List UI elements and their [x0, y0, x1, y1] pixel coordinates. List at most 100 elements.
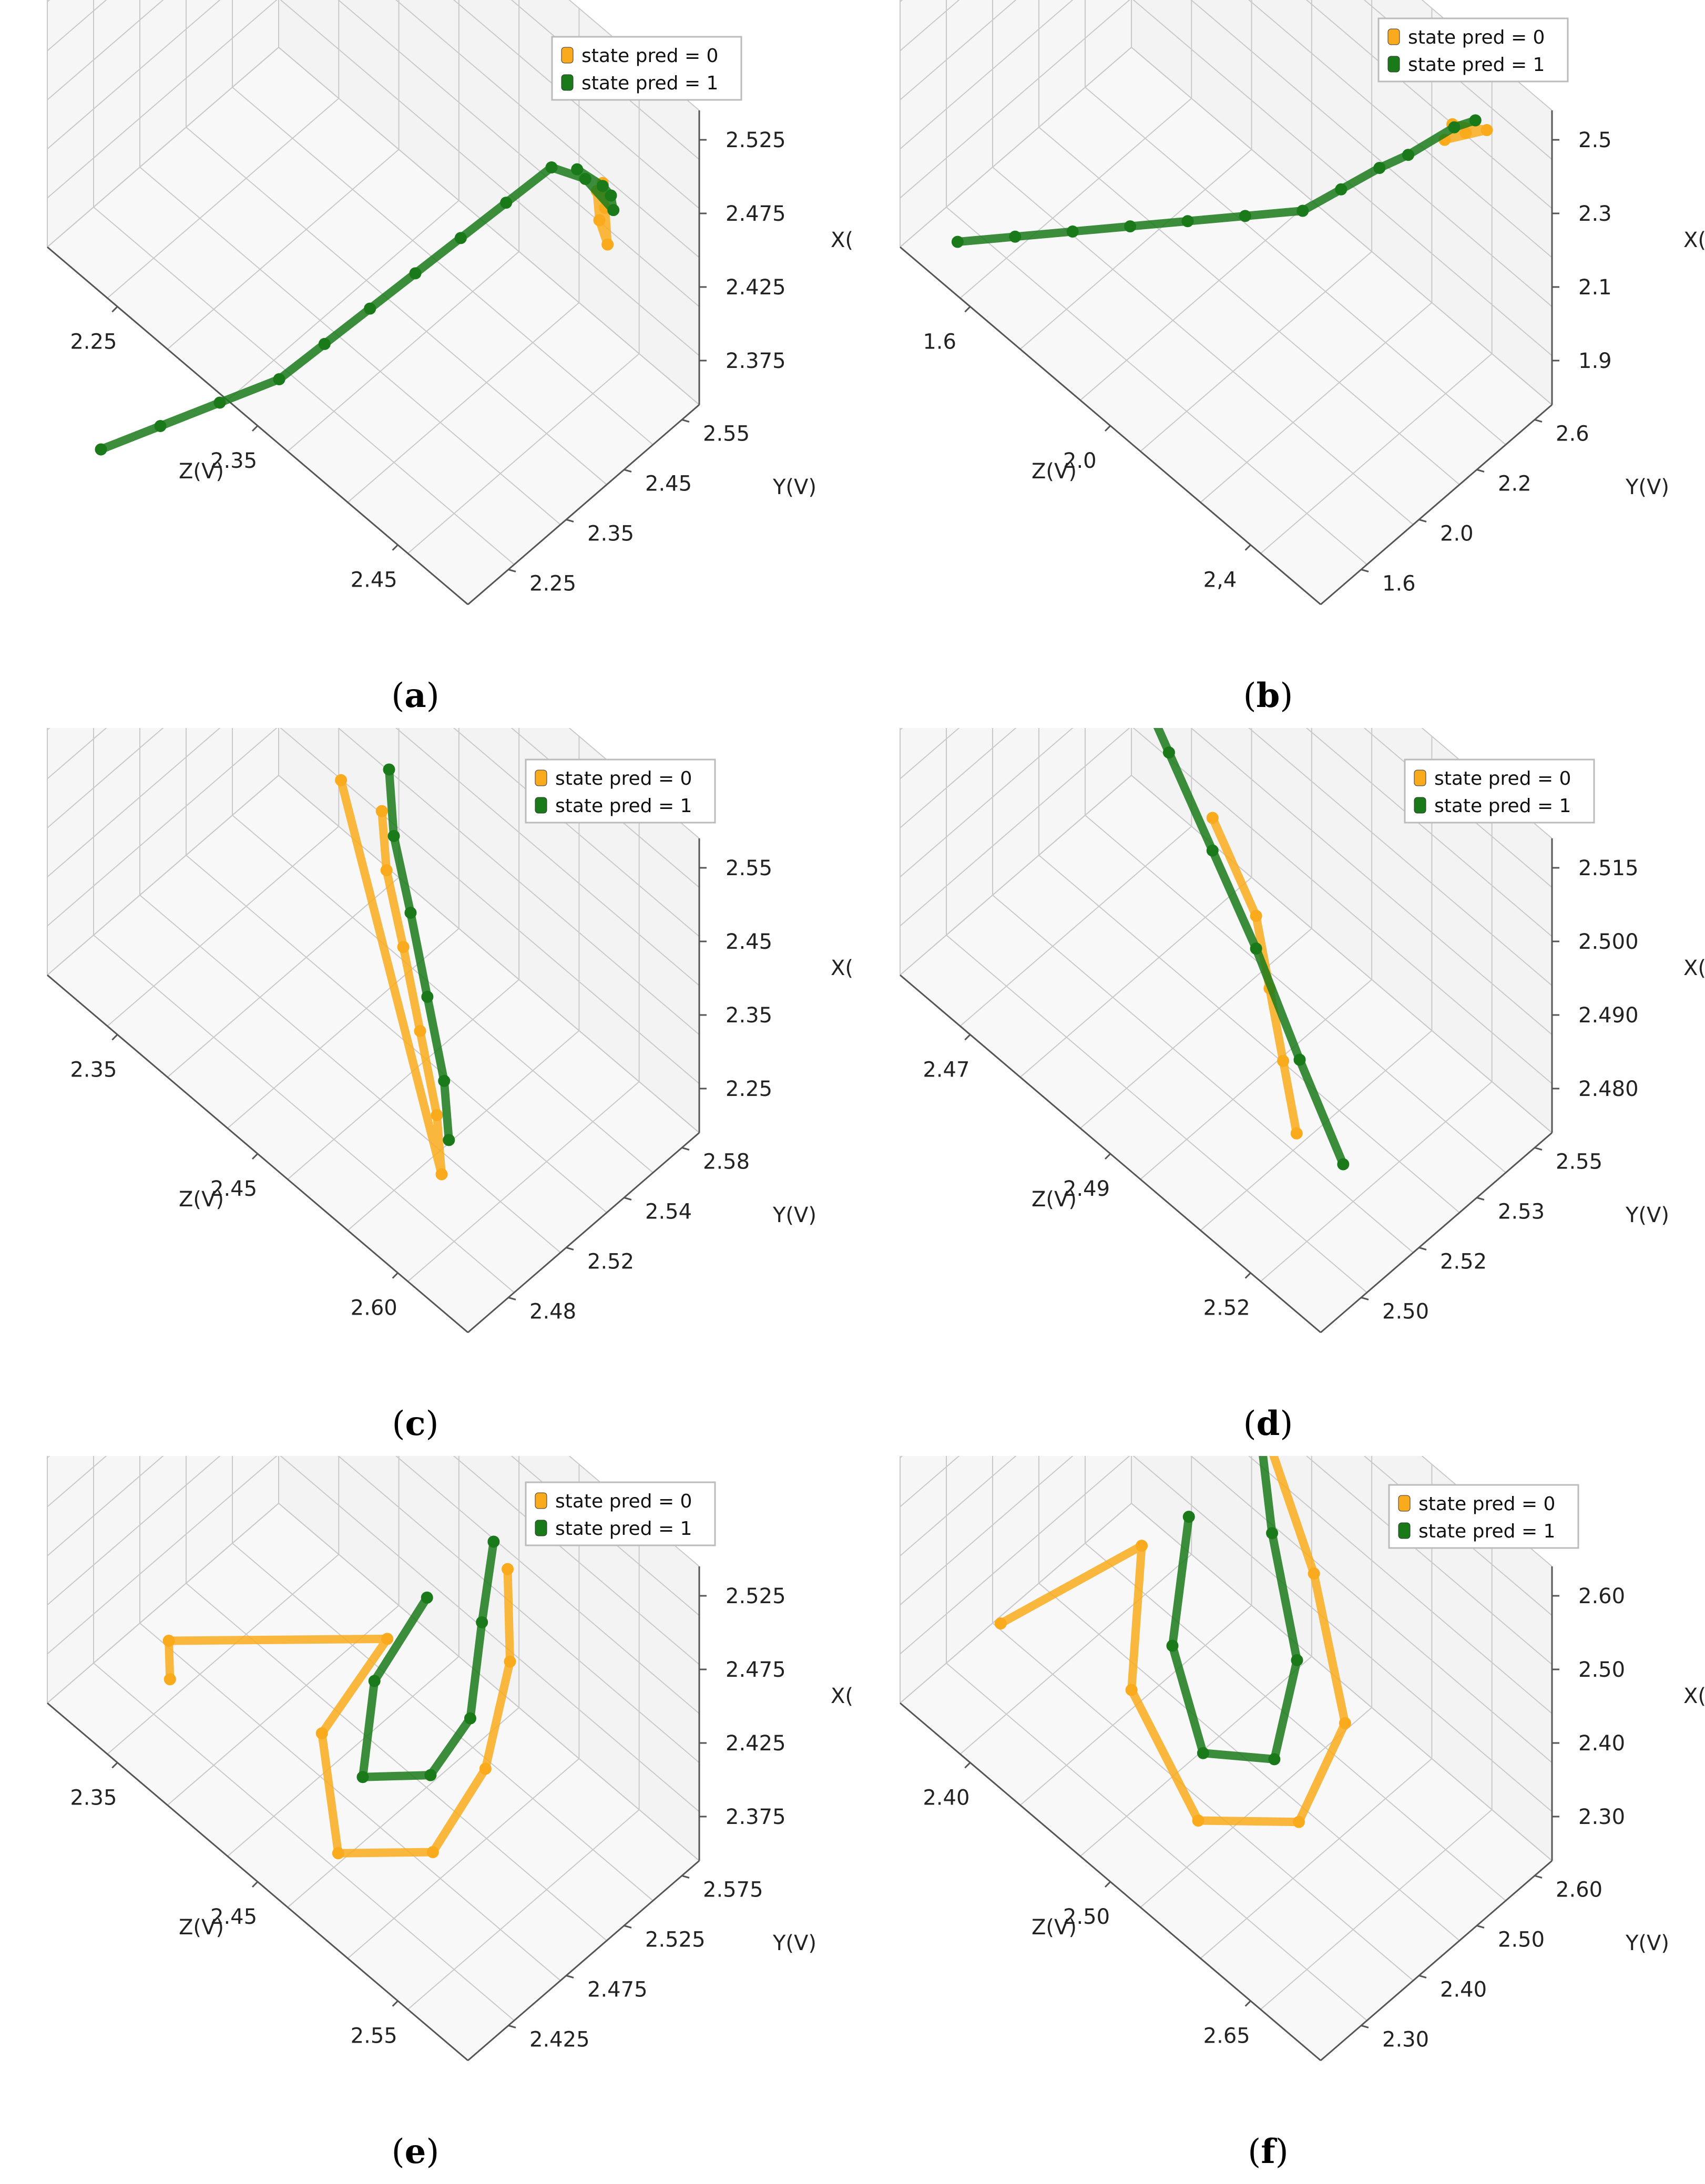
- y-tick-mark: [624, 1925, 632, 1929]
- legend-label: state pred = 1: [1434, 795, 1571, 817]
- y-tick-label: 2.0: [1440, 522, 1474, 546]
- caption-paren-open: (: [1243, 676, 1257, 715]
- grid-line: [1085, 815, 1506, 1173]
- x-tick-label: 2.30: [1578, 1805, 1625, 1829]
- x-axis-label: X(V): [1683, 956, 1704, 980]
- trajectory-line: [996, 1456, 1350, 1827]
- tick-labels: 1.6 2.0 2,4 2.6 2.2 2.0 1.6 2.5 2.3 2.1 1.9: [923, 128, 1611, 596]
- grid-line: [47, 0, 278, 199]
- grid-line: [946, 207, 1367, 565]
- grid-line: [1038, 855, 1460, 1213]
- data-point: [380, 864, 393, 877]
- grid-line: [47, 47, 279, 248]
- grid-line: [278, 1503, 700, 1861]
- data-point: [409, 267, 422, 280]
- z-tick-mark: [1104, 1881, 1111, 1888]
- data-point: [1296, 204, 1309, 217]
- caption-paren-open: (: [1243, 1404, 1257, 1443]
- legend-marker-state-0: [535, 1492, 547, 1509]
- grid-line: [959, 1554, 1192, 1755]
- y-axis-label: Y(V): [1625, 475, 1669, 499]
- panel-e: 2.35 2.45 2.55 2.575 2.525 2.475 2.425 2.525 2.4…: [0, 1456, 852, 2184]
- grid-line: [900, 0, 1130, 199]
- grid-line: [47, 728, 164, 828]
- data-point: [1292, 1816, 1305, 1828]
- grid-line: [139, 1623, 561, 1981]
- data-point: [951, 235, 964, 248]
- x-tick-label: 2.1: [1578, 275, 1612, 300]
- data-point: [435, 1168, 448, 1181]
- legend-box: [1388, 1484, 1579, 1549]
- grid-line: [992, 895, 1414, 1253]
- grid-line: [900, 1456, 960, 1508]
- data-point: [601, 238, 614, 251]
- y-axis-label: Y(V): [772, 1203, 816, 1227]
- grid-line: [992, 167, 1414, 525]
- caption-paren-close: ): [1280, 1404, 1293, 1443]
- side-wall: [47, 1456, 279, 1703]
- grid-line: [47, 0, 221, 150]
- z-tick-label: 2.49: [1063, 1177, 1110, 1201]
- grid-line: [139, 167, 561, 525]
- data-point: [414, 1025, 426, 1038]
- z-tick-label: 2.25: [70, 330, 117, 354]
- grid-line: [1190, 728, 1553, 1035]
- data-point: [1402, 149, 1415, 161]
- y-tick-label: 1.6: [1382, 572, 1416, 596]
- x-axis-label: X(V): [1683, 1684, 1704, 1708]
- grid-line: [1260, 353, 1493, 554]
- x-tick-label: 1.9: [1578, 349, 1612, 373]
- data-point: [479, 1762, 492, 1775]
- x-tick-label: 2.25: [726, 1077, 772, 1101]
- x-tick-label: 2.50: [1578, 1658, 1625, 1682]
- data-point: [368, 1675, 381, 1687]
- grid-line: [511, 1456, 700, 1616]
- data-point: [273, 373, 285, 385]
- grid-line: [1080, 928, 1312, 1129]
- grid-line: [1363, 0, 1553, 160]
- data-point: [454, 232, 467, 244]
- floor-pane: [900, 775, 1552, 1332]
- data-point: [164, 1673, 176, 1686]
- grid-line: [900, 775, 1132, 976]
- grid-line: [511, 728, 700, 888]
- data-points: [95, 161, 620, 456]
- z-axis-label: Z(V): [1032, 459, 1077, 484]
- y-axis-line: [1320, 1132, 1553, 1334]
- legend-marker-state-1: [535, 1520, 547, 1536]
- panel-d: 2.47 2.49 2.52 2.55 2.53 2.52 2.50 2.515 2.500 2.…: [853, 728, 1704, 1456]
- data-points: [162, 1535, 516, 1860]
- grid-line: [227, 200, 460, 401]
- tick-labels: 2.35 2.45 2.60 2.58 2.54 2.52 2.48 2.55 2.45 2.35…: [70, 856, 772, 1324]
- data-point: [1277, 1054, 1290, 1067]
- data-point: [95, 443, 107, 456]
- grid-line: [93, 935, 515, 1293]
- back-wall: [279, 1456, 699, 1861]
- x-axis-label: X(V): [1683, 228, 1704, 252]
- grid-line: [1085, 1543, 1506, 1901]
- grid-line: [347, 1030, 580, 1231]
- legend-marker-state-0: [1414, 770, 1426, 786]
- data-point: [383, 763, 395, 776]
- z-tick-label: 2.45: [210, 1177, 257, 1201]
- y-tick-mark: [681, 1147, 690, 1151]
- grid-line: [47, 1456, 164, 1556]
- caption-letter: f: [1261, 2132, 1277, 2171]
- data-point: [1192, 1814, 1204, 1827]
- legend-box: [1404, 758, 1595, 824]
- legend-marker-state-1: [1414, 797, 1426, 814]
- z-tick-label: 2.60: [351, 1296, 397, 1320]
- z-axis-label: Z(V): [179, 1915, 224, 1940]
- y-tick-mark: [1476, 469, 1485, 473]
- y-tick-label: 2.48: [529, 1300, 576, 1324]
- trajectory-line: [1153, 728, 1347, 1169]
- data-point: [1239, 210, 1251, 222]
- caption-letter: c: [405, 1404, 426, 1443]
- legend: state pred = 0 state pred = 1: [1404, 758, 1595, 824]
- grid-line: [47, 1456, 107, 1508]
- caption-paren-close: ): [426, 676, 440, 715]
- z-axis-label: Z(V): [179, 1187, 224, 1212]
- chart-3d-f: 2.40 2.50 2.65 2.60 2.50 2.40 2.30 2.60 2.50 2.40…: [900, 1456, 1704, 2171]
- data-point: [605, 189, 617, 202]
- grid-line: [107, 1554, 339, 1755]
